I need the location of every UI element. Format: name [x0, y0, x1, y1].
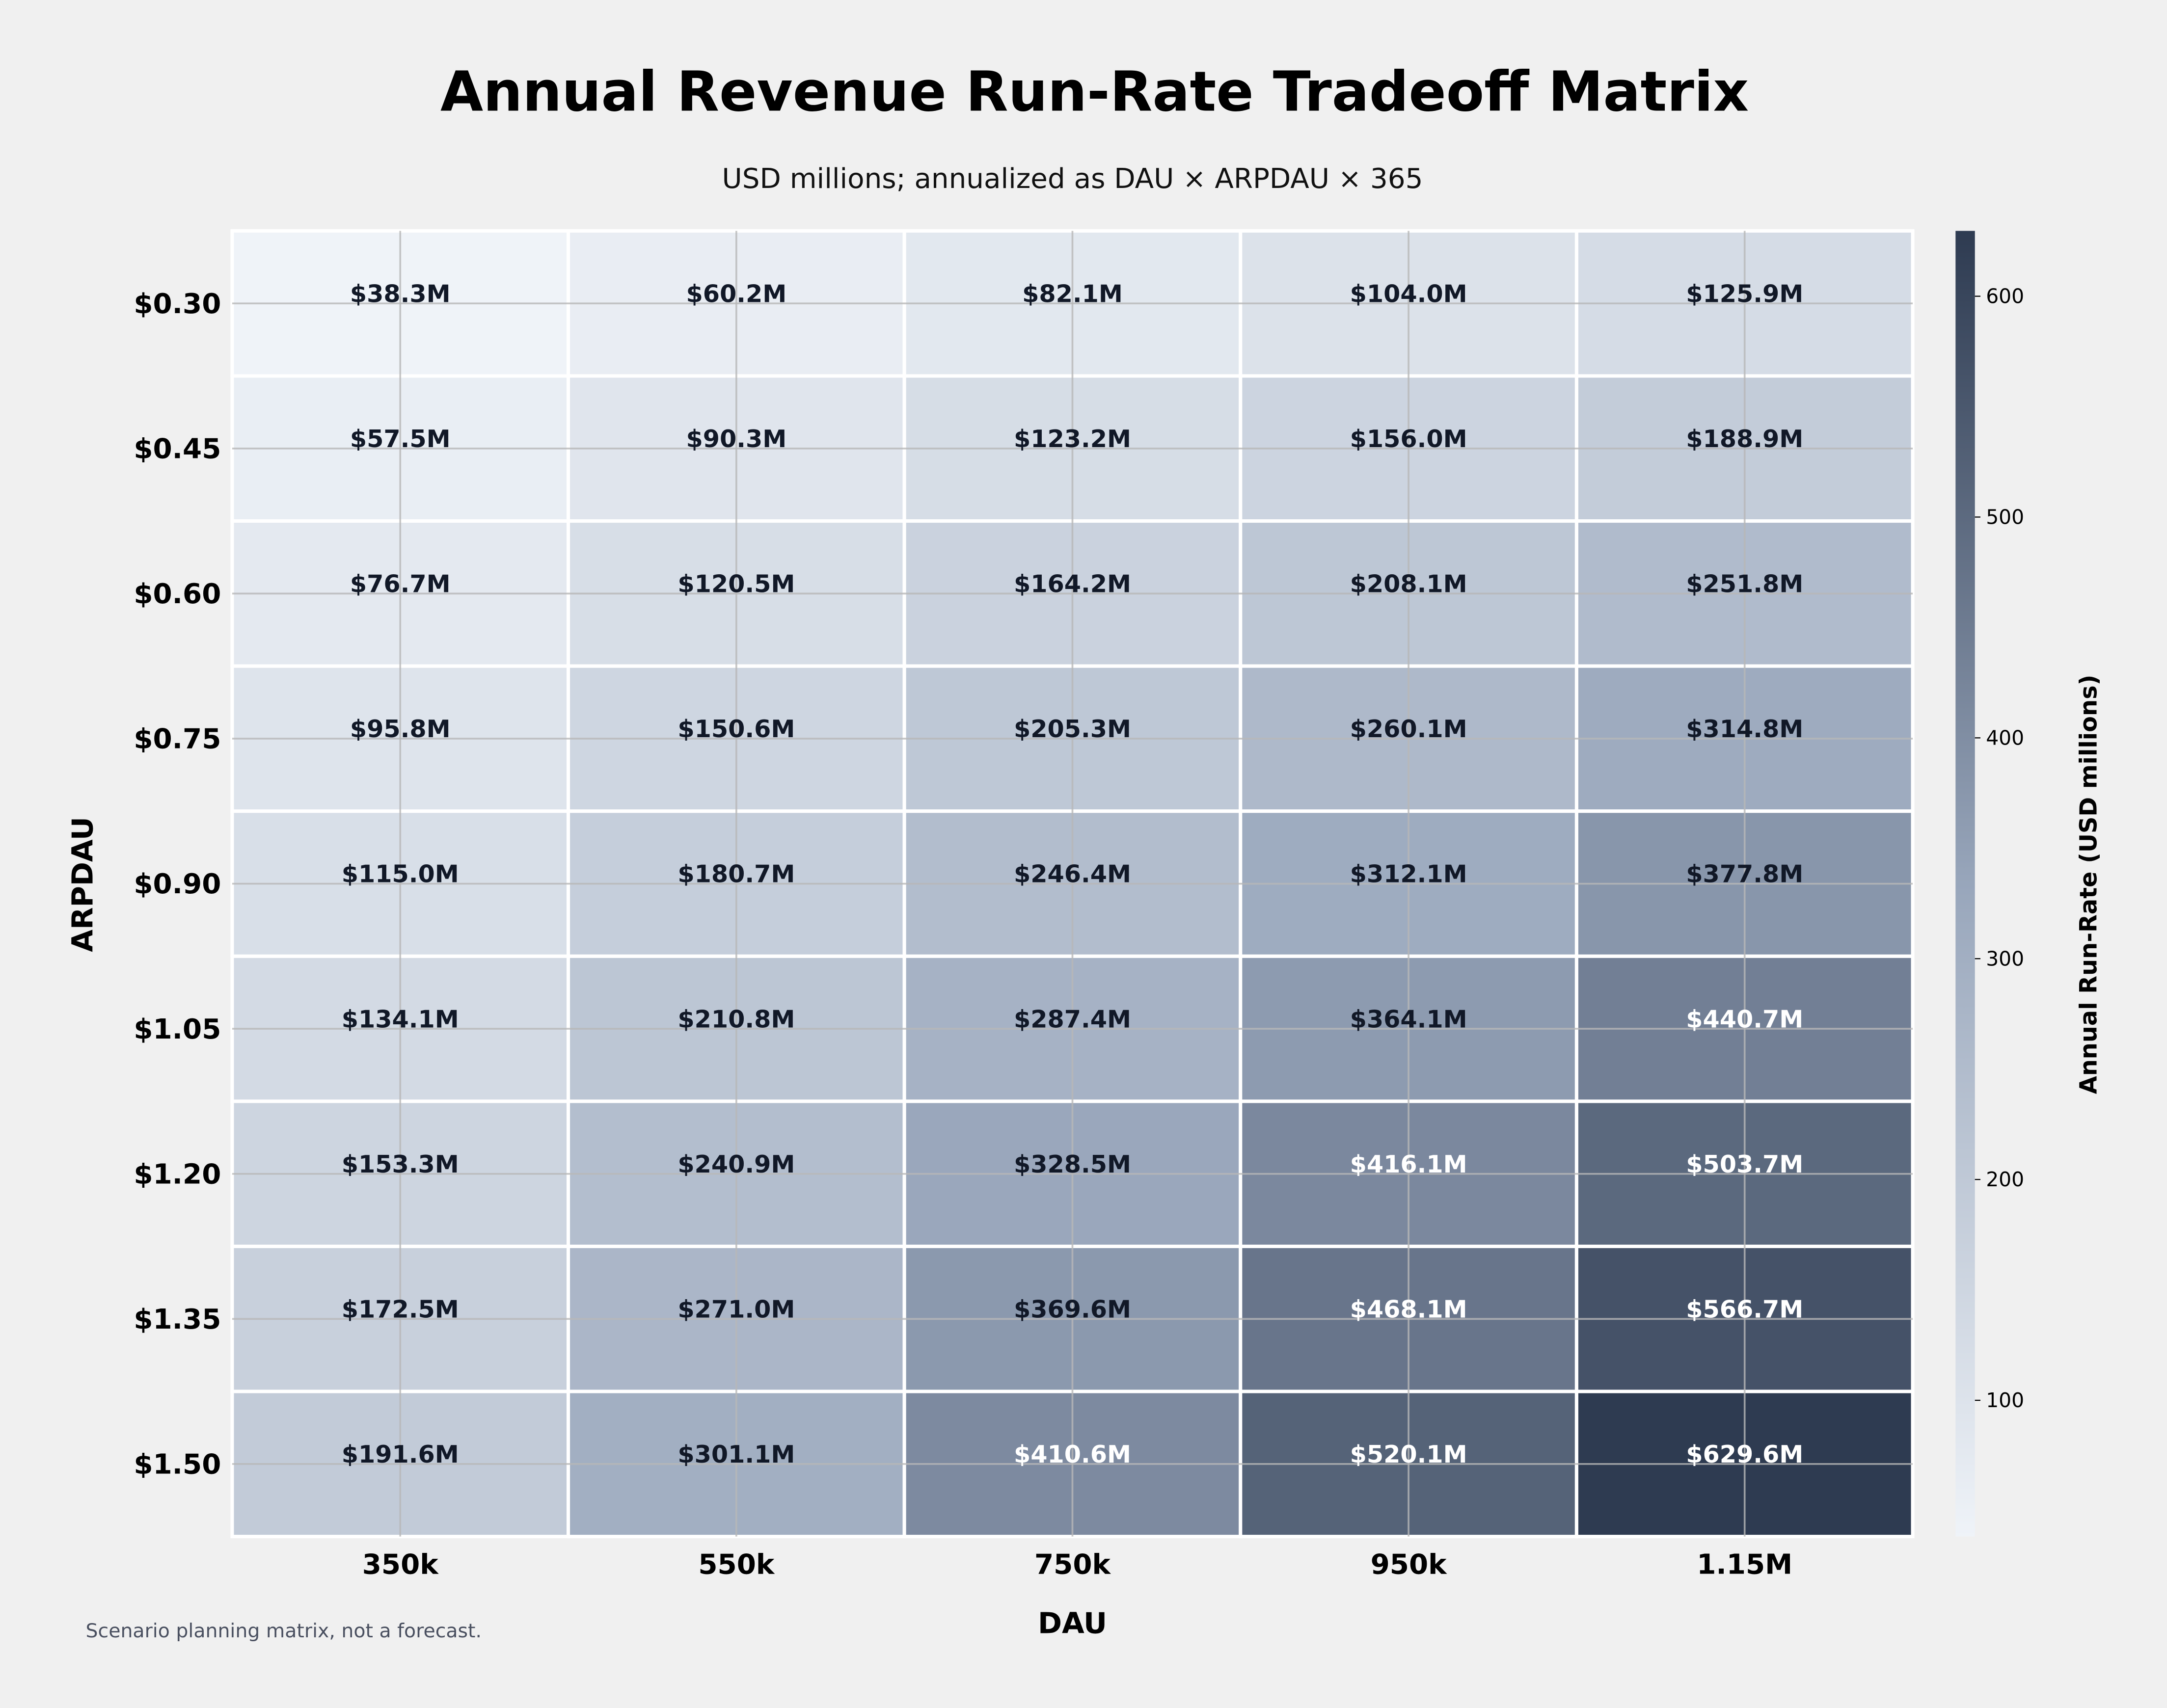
- cell-value-label: $134.1M: [342, 1005, 459, 1033]
- cell-value-label: $164.2M: [1014, 570, 1131, 598]
- cell-value-label: $251.8M: [1686, 570, 1803, 598]
- chart-title: Annual Revenue Run-Rate Tradeoff Matrix: [440, 59, 1749, 124]
- cell-labels: $38.3M $60.2M $82.1M $104.0M $125.9M $57.5M $9…: [342, 279, 1804, 1468]
- y-tick-label: $1.05: [134, 1014, 221, 1045]
- colorbar-tick-label: 100: [1986, 1388, 2024, 1412]
- cell-value-label: $120.5M: [677, 570, 795, 598]
- colorbar-tick-label: 600: [1986, 285, 2024, 308]
- cell-value-label: $95.8M: [350, 715, 451, 743]
- cell-value-label: $191.6M: [342, 1440, 459, 1468]
- y-tick-label: $1.35: [134, 1304, 221, 1335]
- cell-value-label: $172.5M: [342, 1295, 459, 1323]
- x-tick-label: 1.15M: [1697, 1549, 1792, 1581]
- cell-value-label: $240.9M: [677, 1150, 795, 1178]
- chart-subtitle: USD millions; annualized as DAU × ARPDAU…: [722, 163, 1423, 195]
- colorbar-tick-label: 300: [1986, 947, 2024, 970]
- y-tick-label: $0.75: [134, 723, 221, 755]
- cell-value-label: $123.2M: [1014, 425, 1131, 453]
- x-tick-label: 350k: [362, 1549, 439, 1581]
- cell-value-label: $260.1M: [1350, 715, 1467, 743]
- cell-value-label: $188.9M: [1686, 425, 1803, 453]
- cell-value-label: $115.0M: [342, 860, 459, 888]
- colorbar: [1955, 231, 1975, 1537]
- cell-value-label: $57.5M: [350, 425, 451, 453]
- cell-value-label: $76.7M: [350, 570, 451, 598]
- cell-value-label: $208.1M: [1350, 570, 1467, 598]
- cell-value-label: $328.5M: [1014, 1150, 1131, 1178]
- cell-value-label: $314.8M: [1686, 715, 1803, 743]
- cell-value-label: $416.1M: [1350, 1150, 1467, 1178]
- cell-value-label: $312.1M: [1350, 860, 1467, 888]
- cell-value-label: $440.7M: [1686, 1005, 1803, 1033]
- colorbar-tick-label: 200: [1986, 1168, 2024, 1191]
- y-tick-label: $0.30: [134, 288, 221, 320]
- gridlines: [232, 231, 1913, 1537]
- cell-value-label: $377.8M: [1686, 860, 1803, 888]
- x-axis-label: DAU: [1038, 1606, 1107, 1640]
- cell-value-label: $153.3M: [342, 1150, 459, 1178]
- x-tick-label: 950k: [1371, 1549, 1448, 1581]
- x-tick-label: 550k: [698, 1549, 775, 1581]
- cell-value-label: $468.1M: [1350, 1295, 1467, 1323]
- cell-value-label: $410.6M: [1014, 1440, 1131, 1468]
- x-tick-labels: 350k 550k 750k 950k 1.15M: [362, 1549, 1792, 1581]
- cell-value-label: $287.4M: [1014, 1005, 1131, 1033]
- cell-value-label: $82.1M: [1022, 279, 1123, 308]
- x-tick-label: 750k: [1034, 1549, 1111, 1581]
- cell-value-label: $369.6M: [1014, 1295, 1131, 1323]
- cell-value-label: $90.3M: [686, 425, 786, 453]
- cell-value-label: $150.6M: [677, 715, 795, 743]
- colorbar-tick-label: 400: [1986, 726, 2024, 749]
- y-tick-labels: $0.30 $0.45 $0.60 $0.75 $0.90 $1.05 $1.20 $1.35…: [134, 288, 221, 1481]
- cell-value-label: $38.3M: [350, 279, 451, 308]
- y-tick-label: $1.50: [134, 1449, 221, 1481]
- cell-value-label: $205.3M: [1014, 715, 1131, 743]
- colorbar-ticks: 100 200 300 400 500 600: [1975, 285, 2024, 1412]
- footnote: Scenario planning matrix, not a forecast…: [86, 1620, 482, 1642]
- colorbar-tick-label: 500: [1986, 506, 2024, 529]
- cell-value-label: $301.1M: [677, 1440, 795, 1468]
- cell-value-label: $246.4M: [1014, 860, 1131, 888]
- cell-value-label: $104.0M: [1350, 279, 1467, 308]
- y-tick-label: $0.90: [134, 868, 221, 900]
- y-tick-label: $0.60: [134, 578, 221, 610]
- cell-value-label: $629.6M: [1686, 1440, 1803, 1468]
- cell-value-label: $156.0M: [1350, 425, 1467, 453]
- cell-value-label: $180.7M: [677, 860, 795, 888]
- cell-value-label: $364.1M: [1350, 1005, 1467, 1033]
- y-tick-label: $0.45: [134, 433, 221, 465]
- cell-value-label: $520.1M: [1350, 1440, 1467, 1468]
- cell-value-label: $210.8M: [677, 1005, 795, 1033]
- y-tick-label: $1.20: [134, 1158, 221, 1190]
- cell-value-label: $125.9M: [1686, 279, 1803, 308]
- y-axis-label: ARPDAU: [66, 817, 100, 952]
- cell-value-label: $566.7M: [1686, 1295, 1803, 1323]
- colorbar-label: Annual Run-Rate (USD millions): [2075, 675, 2102, 1094]
- cell-value-label: $271.0M: [677, 1295, 795, 1323]
- cell-value-label: $60.2M: [686, 279, 786, 308]
- cell-value-label: $503.7M: [1686, 1150, 1803, 1178]
